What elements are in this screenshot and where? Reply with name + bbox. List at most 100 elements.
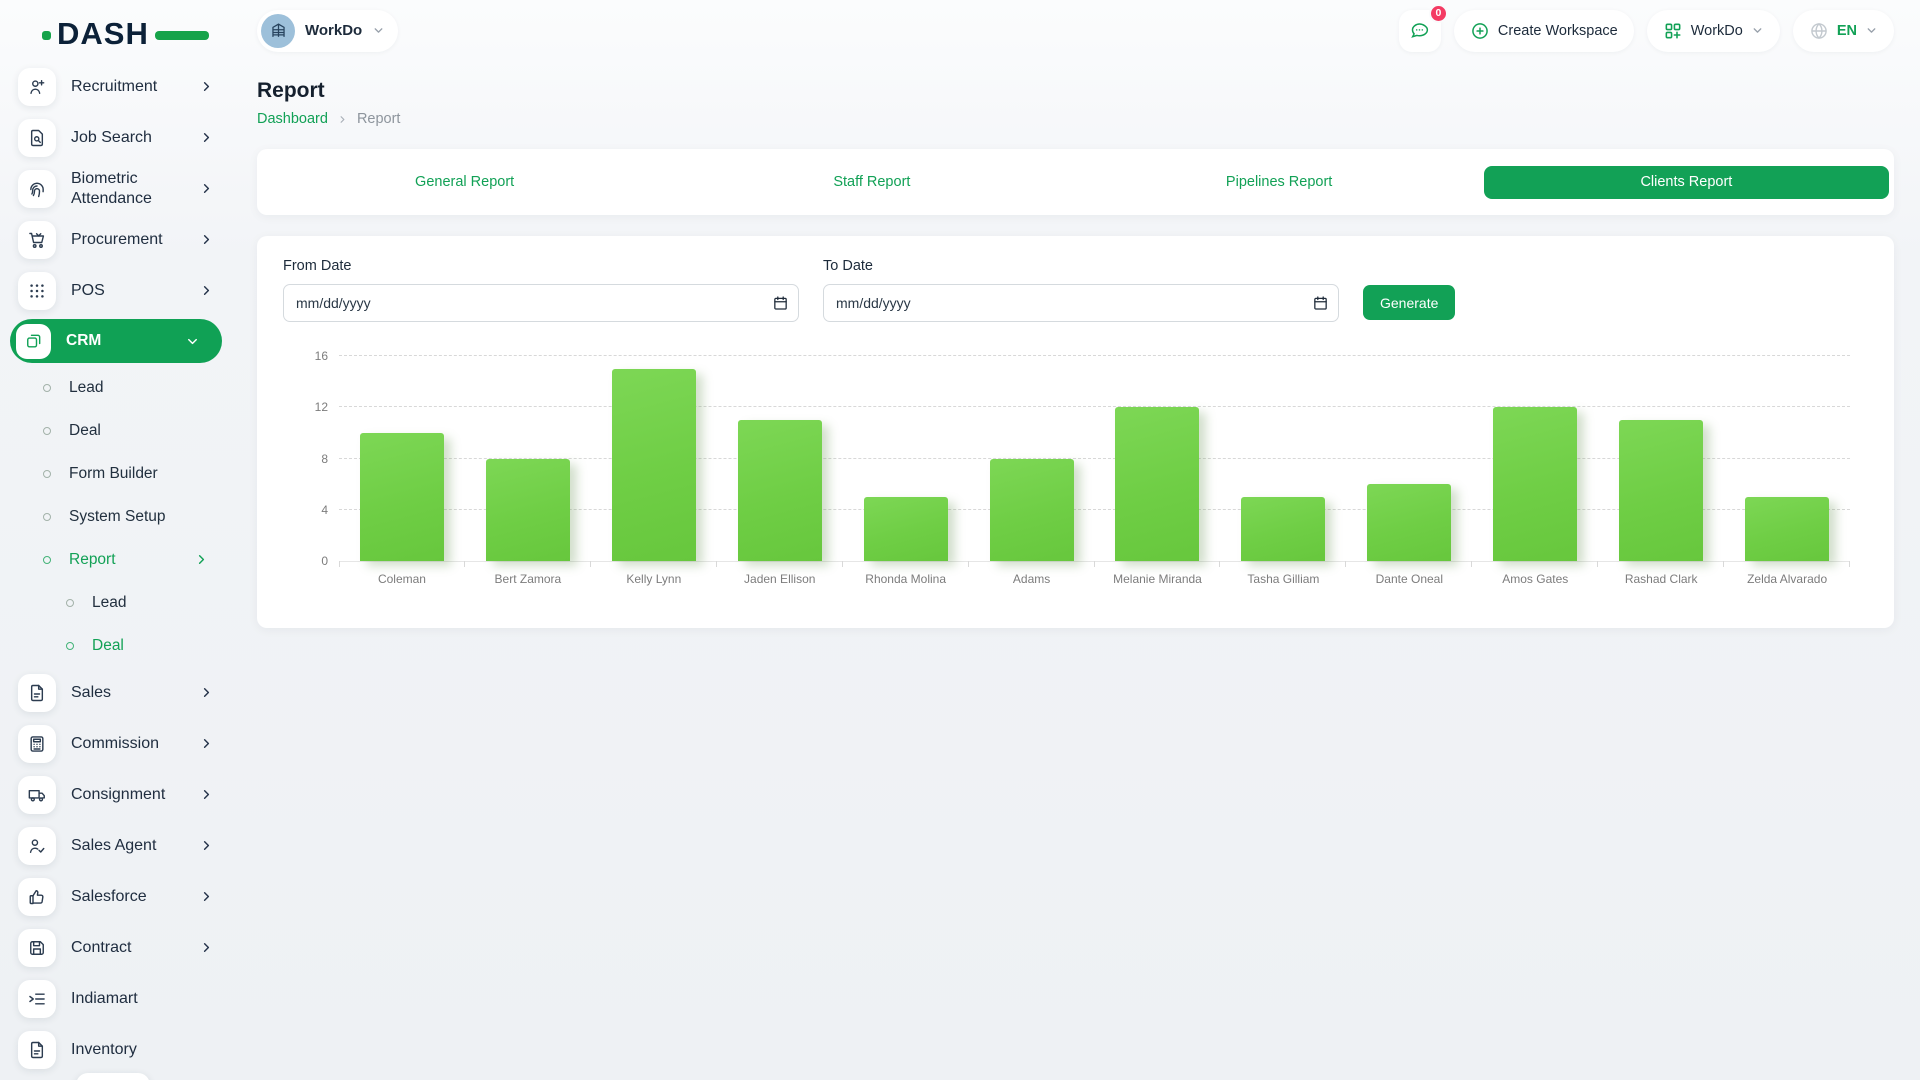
chevron-right-icon: [199, 838, 214, 853]
sidebar-item-label: Contract: [71, 938, 132, 956]
report-tabs: General Report Staff Report Pipelines Re…: [257, 149, 1894, 215]
workspace-switcher[interactable]: WorkDo: [257, 9, 399, 52]
sidebar-item-crm[interactable]: CRM: [10, 319, 222, 363]
x-axis-label: Tasha Gilliam: [1247, 572, 1320, 586]
top-header: WorkDo 0 Create Workspace: [257, 0, 1894, 52]
header-actions: 0 Create Workspace WorkDo: [1398, 3, 1894, 52]
sidebar-item-job-search[interactable]: Job Search: [10, 112, 222, 163]
logo-accent-dot: [42, 31, 51, 40]
y-axis-tick-label: 16: [314, 349, 328, 363]
sidebar-item-consignment[interactable]: Consignment: [10, 769, 222, 820]
sidebar-item-biometric-attendance[interactable]: Biometric Attendance: [10, 163, 222, 214]
bar-coleman: [359, 432, 444, 561]
create-workspace-label: Create Workspace: [1497, 22, 1618, 39]
sidebar-item-commission[interactable]: Commission: [10, 718, 222, 769]
bar-kelly-lynn: [611, 368, 696, 561]
breadcrumb: Dashboard Report: [257, 111, 1894, 127]
x-axis-tick: [1723, 561, 1725, 567]
person-check-icon: [18, 826, 56, 865]
tab-pipelines-report[interactable]: Pipelines Report: [1225, 174, 1333, 190]
sidebar-item-inventory[interactable]: Inventory: [10, 1024, 222, 1075]
app-switcher-button[interactable]: WorkDo: [1646, 9, 1780, 52]
generate-button[interactable]: Generate: [1363, 285, 1456, 320]
tab-staff-report[interactable]: Staff Report: [833, 174, 911, 190]
tab-general-report[interactable]: General Report: [415, 174, 515, 190]
language-selector[interactable]: EN: [1792, 9, 1894, 52]
clients-report-panel: From Date To Date Generate: [257, 236, 1894, 628]
breadcrumb-dashboard-link[interactable]: Dashboard: [257, 111, 328, 127]
sidebar-item-salesforce[interactable]: Salesforce: [10, 871, 222, 922]
x-axis-tick: [1219, 561, 1221, 567]
to-date-input[interactable]: [823, 284, 1339, 322]
bullet-icon: [43, 512, 51, 521]
chart-plot: 0 4 8 12 16 Coleman Bert Zamora Kelly Lynn Jaden…: [315, 349, 1851, 586]
sidebar-item-label: Commission: [71, 734, 160, 752]
sidebar-item-label: POS: [71, 281, 105, 299]
sidebar-item-label: Recruitment: [71, 77, 158, 95]
chart-category-adams: Adams: [969, 356, 1095, 586]
sidebar-subitem-lead[interactable]: Lead: [10, 581, 222, 624]
clients-bar-chart: 0 4 8 12 16 Coleman Bert Zamora Kelly Lynn Jaden…: [283, 349, 1868, 598]
overlap-squares-icon: [16, 323, 51, 359]
sidebar-subitem-form-builder[interactable]: Form Builder: [10, 452, 222, 495]
to-date-label: To Date: [823, 258, 873, 274]
from-date-label: From Date: [283, 258, 352, 274]
sidebar-item-label: Procurement: [71, 230, 163, 248]
notifications-button[interactable]: 0: [1398, 3, 1448, 52]
x-axis-tick: [1471, 561, 1473, 567]
chevron-right-icon: [199, 940, 214, 955]
chart-bars: Coleman Bert Zamora Kelly Lynn Jaden Elliso…: [339, 356, 1851, 586]
sidebar-subitem-deal[interactable]: Deal: [10, 409, 222, 452]
gridline-16: 16: [315, 349, 1850, 363]
chart-category-jaden-ellison: Jaden Ellison: [717, 356, 843, 586]
x-axis-tick: [715, 561, 717, 567]
app-logo[interactable]: DASH: [42, 13, 209, 55]
cart-icon: [18, 220, 56, 259]
logo-accent-bar: [155, 31, 209, 40]
sidebar-item-label: Inventory: [71, 1040, 137, 1058]
tab-clients-report[interactable]: Clients Report: [1483, 165, 1889, 199]
sidebar-item-sales[interactable]: Sales: [10, 667, 222, 718]
x-axis-tick: [967, 561, 969, 567]
x-axis-tick: [1849, 561, 1851, 567]
date-filter-row: From Date To Date Generate: [283, 258, 1868, 322]
chevron-right-icon: [199, 232, 214, 247]
chevron-right-icon: [199, 685, 214, 700]
sidebar-subitem-lead[interactable]: Lead: [10, 366, 222, 409]
truck-icon: [18, 775, 56, 814]
bar-adams: [989, 458, 1074, 561]
dots-grid-icon: [18, 271, 56, 310]
sidebar-item-sales-agent[interactable]: Sales Agent: [10, 820, 222, 871]
sidebar: DASH Recruitment Job Search Biometric Atte…: [0, 0, 232, 1080]
sidebar-item-label: Consignment: [71, 785, 166, 803]
sidebar-item-procurement[interactable]: Procurement: [10, 214, 222, 265]
x-axis-label: Coleman: [377, 572, 426, 586]
x-axis-label: Rashad Clark: [1624, 572, 1698, 586]
bar-jaden-ellison: [737, 420, 822, 561]
sidebar-item-label: Salesforce: [71, 887, 147, 905]
fingerprint-icon: [18, 169, 56, 208]
bar-rashad-clark: [1619, 420, 1704, 561]
create-workspace-button[interactable]: Create Workspace: [1453, 9, 1634, 52]
chevron-down-icon: [185, 334, 200, 349]
sidebar-item-label: CRM: [66, 332, 102, 350]
x-axis-tick: [1093, 561, 1095, 567]
sidebar-subitem-system-setup[interactable]: System Setup: [10, 495, 222, 538]
thumbs-up-icon: [18, 877, 56, 916]
sidebar-item-indiamart[interactable]: Indiamart: [10, 973, 222, 1024]
bullet-icon: [43, 383, 51, 392]
sidebar-item-contract[interactable]: Contract: [10, 922, 222, 973]
chart-category-rhonda-molina: Rhonda Molina: [843, 356, 969, 586]
sidebar-item-label: Sales Agent: [71, 836, 157, 854]
sidebar-subitem-label: Report: [69, 550, 116, 568]
bar-bert-zamora: [485, 458, 570, 561]
sidebar-subitem-report[interactable]: Report: [10, 538, 222, 581]
sidebar-item-label: Job Search: [71, 128, 152, 146]
from-date-input[interactable]: [283, 284, 799, 322]
x-axis-label: Rhonda Molina: [865, 572, 946, 586]
sidebar-item-recruitment[interactable]: Recruitment: [10, 61, 222, 112]
sidebar-item-pos[interactable]: POS: [10, 265, 222, 316]
sidebar-subitem-deal[interactable]: Deal: [10, 624, 222, 667]
sidebar-item-label: Biometric Attendance: [71, 169, 152, 207]
x-axis-label: Jaden Ellison: [744, 572, 816, 586]
